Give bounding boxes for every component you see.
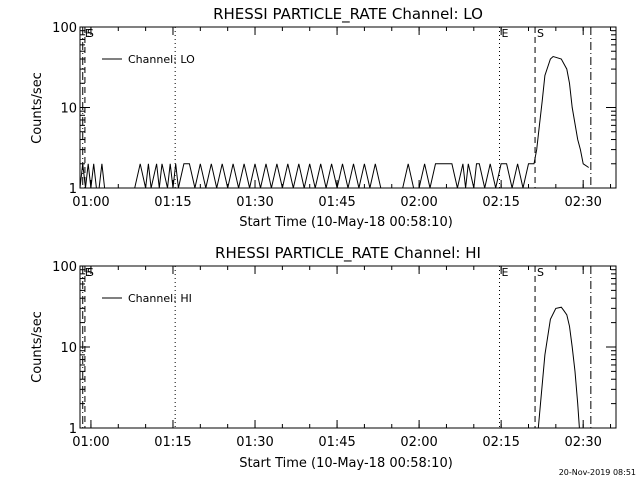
series-line (537, 306, 580, 429)
x-axis-label: Start Time (10-May-18 00:58:10) (239, 456, 453, 471)
y-tick-label: 1 (69, 422, 77, 437)
plot-frame (79, 265, 617, 429)
y-axis-label: Counts/sec (30, 311, 45, 383)
chart-title: RHESSI PARTICLE_RATE Channel: LO (213, 5, 483, 24)
x-tick-label: 01:30 (236, 435, 273, 450)
event-marker-label: E (502, 27, 509, 40)
x-tick-label: 02:30 (564, 435, 601, 450)
event-marker-label: E (85, 27, 92, 40)
x-tick-label: 01:45 (318, 435, 355, 450)
chart-panel-hi: RHESSI PARTICLE_RATE Channel: HI Counts/… (30, 244, 617, 471)
chart-title: RHESSI PARTICLE_RATE Channel: HI (215, 244, 481, 263)
chart-panel-lo: RHESSI PARTICLE_RATE Channel: LO Counts/… (30, 5, 617, 230)
legend-label: Channel: LO (128, 53, 195, 66)
x-tick-label: 02:15 (482, 435, 519, 450)
y-tick-label: 100 (52, 260, 77, 275)
y-tick-label: 100 (52, 21, 77, 36)
y-tick-label: 10 (60, 102, 77, 117)
series-line (79, 55, 589, 189)
x-tick-label: 02:15 (482, 195, 519, 210)
x-tick-label: 02:00 (400, 195, 437, 210)
x-tick-label: 01:00 (72, 435, 109, 450)
x-tick-label: 02:00 (400, 435, 437, 450)
event-marker-label: S (537, 266, 544, 279)
plot-frame (79, 26, 617, 189)
event-marker-label: E (85, 266, 92, 279)
legend-label: Channel: HI (128, 292, 192, 305)
x-tick-label: 01:45 (318, 195, 355, 210)
footer-timestamp: 20-Nov-2019 08:51 (559, 468, 636, 477)
x-tick-label: 01:15 (154, 195, 191, 210)
y-axis-label: Counts/sec (30, 72, 45, 144)
x-tick-label: 01:15 (154, 435, 191, 450)
event-marker-label: S (87, 266, 94, 279)
y-tick-label: 10 (60, 341, 77, 356)
event-marker-label: S (537, 27, 544, 40)
x-tick-label: 02:30 (564, 195, 601, 210)
event-marker-label: S (87, 27, 94, 40)
event-marker-label: E (502, 266, 509, 279)
x-tick-label: 01:30 (236, 195, 273, 210)
x-tick-label: 01:00 (72, 195, 109, 210)
y-tick-label: 1 (69, 182, 77, 197)
x-axis-label: Start Time (10-May-18 00:58:10) (239, 215, 453, 230)
